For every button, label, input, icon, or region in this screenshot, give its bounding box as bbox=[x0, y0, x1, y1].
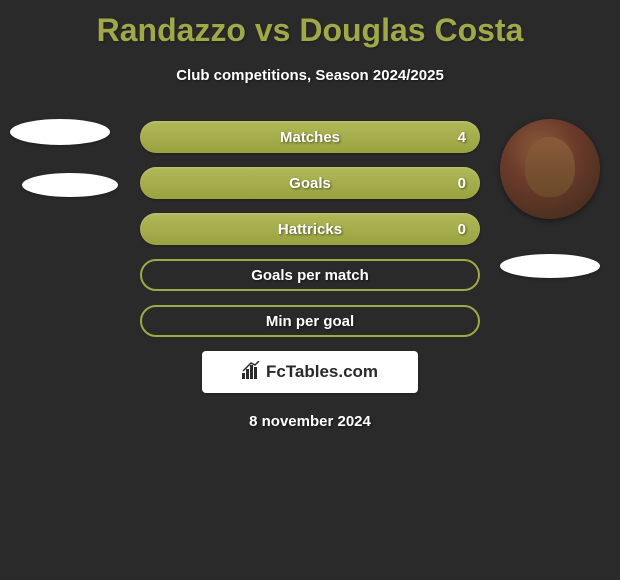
stat-label: Matches bbox=[280, 129, 340, 146]
comparison-title: Randazzo vs Douglas Costa bbox=[0, 0, 620, 49]
avatar-face-icon bbox=[525, 137, 575, 197]
stat-label: Goals bbox=[289, 175, 331, 192]
comparison-body: Matches 4 Goals 0 Hattricks 0 Goals per … bbox=[0, 119, 620, 430]
stat-label: Goals per match bbox=[251, 267, 369, 284]
stat-value-right: 4 bbox=[458, 129, 466, 146]
logo-label: FcTables.com bbox=[266, 362, 378, 382]
stat-row-min-per-goal: Min per goal bbox=[140, 305, 480, 337]
player-left-badge-1 bbox=[10, 119, 110, 145]
date-label: 8 november 2024 bbox=[0, 413, 620, 430]
logo-box: FcTables.com bbox=[202, 351, 418, 393]
player-right-badge bbox=[500, 254, 600, 278]
avatar-icon bbox=[500, 119, 600, 219]
stat-label: Hattricks bbox=[278, 221, 342, 238]
stat-row-matches: Matches 4 bbox=[140, 121, 480, 153]
logo-text: FcTables.com bbox=[242, 361, 378, 384]
stat-value-right: 0 bbox=[458, 175, 466, 192]
stat-row-goals-per-match: Goals per match bbox=[140, 259, 480, 291]
stat-row-goals: Goals 0 bbox=[140, 167, 480, 199]
player-right-avatar bbox=[500, 119, 600, 219]
stat-row-hattricks: Hattricks 0 bbox=[140, 213, 480, 245]
stat-value-right: 0 bbox=[458, 221, 466, 238]
chart-icon bbox=[242, 361, 262, 384]
stats-list: Matches 4 Goals 0 Hattricks 0 Goals per … bbox=[140, 119, 480, 337]
player-left-badge-2 bbox=[22, 173, 118, 197]
stat-label: Min per goal bbox=[266, 313, 354, 330]
comparison-subtitle: Club competitions, Season 2024/2025 bbox=[0, 67, 620, 84]
